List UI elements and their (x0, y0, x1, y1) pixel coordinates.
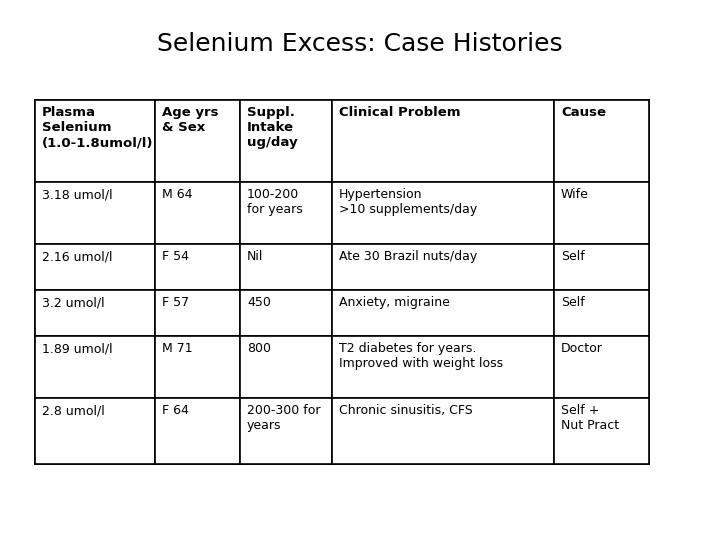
Text: Age yrs
& Sex: Age yrs & Sex (162, 106, 218, 134)
Text: F 54: F 54 (162, 250, 189, 263)
Text: Cause: Cause (561, 106, 606, 119)
Text: Hypertension
>10 supplements/day: Hypertension >10 supplements/day (339, 188, 477, 216)
Text: M 71: M 71 (162, 342, 193, 355)
Text: Self +
Nut Pract: Self + Nut Pract (561, 404, 619, 432)
Bar (554, 182, 649, 244)
Text: F 64: F 64 (162, 404, 189, 417)
Bar (35, 100, 155, 182)
Bar (155, 290, 240, 336)
Bar (554, 244, 649, 290)
Bar (35, 244, 155, 290)
Bar (554, 336, 649, 398)
Bar (35, 100, 649, 464)
Bar (332, 244, 554, 290)
Text: Chronic sinusitis, CFS: Chronic sinusitis, CFS (339, 404, 473, 417)
Text: Selenium Excess: Case Histories: Selenium Excess: Case Histories (157, 32, 563, 56)
Bar (35, 290, 155, 336)
Text: Plasma
Selenium
(1.0-1.8umol/l): Plasma Selenium (1.0-1.8umol/l) (42, 106, 153, 149)
Text: Clinical Problem: Clinical Problem (339, 106, 461, 119)
Bar (240, 182, 332, 244)
Bar (35, 182, 155, 244)
Bar (240, 244, 332, 290)
Text: M 64: M 64 (162, 188, 192, 201)
Bar (554, 100, 649, 182)
Text: Suppl.
Intake
ug/day: Suppl. Intake ug/day (247, 106, 297, 149)
Text: T2 diabetes for years.
Improved with weight loss: T2 diabetes for years. Improved with wei… (339, 342, 503, 370)
Bar (240, 100, 332, 182)
Text: 100-200
for years: 100-200 for years (247, 188, 302, 216)
Text: Self: Self (561, 296, 585, 309)
Bar (240, 398, 332, 464)
Text: 800: 800 (247, 342, 271, 355)
Text: Self: Self (561, 250, 585, 263)
Bar (332, 336, 554, 398)
Bar (332, 398, 554, 464)
Bar (554, 398, 649, 464)
Text: 3.2 umol/l: 3.2 umol/l (42, 296, 104, 309)
Bar (155, 100, 240, 182)
Bar (35, 336, 155, 398)
Text: 3.18 umol/l: 3.18 umol/l (42, 188, 112, 201)
Text: Ate 30 Brazil nuts/day: Ate 30 Brazil nuts/day (339, 250, 477, 263)
Text: Wife: Wife (561, 188, 589, 201)
Bar (240, 290, 332, 336)
Bar (155, 182, 240, 244)
Text: 450: 450 (247, 296, 271, 309)
Bar (332, 182, 554, 244)
Text: 200-300 for
years: 200-300 for years (247, 404, 320, 432)
Text: 1.89 umol/l: 1.89 umol/l (42, 342, 112, 355)
Bar (35, 398, 155, 464)
Text: Nil: Nil (247, 250, 264, 263)
Bar (332, 290, 554, 336)
Text: 2.16 umol/l: 2.16 umol/l (42, 250, 112, 263)
Bar (155, 336, 240, 398)
Bar (155, 398, 240, 464)
Text: Anxiety, migraine: Anxiety, migraine (339, 296, 450, 309)
Bar (155, 244, 240, 290)
Text: F 57: F 57 (162, 296, 189, 309)
Bar (554, 290, 649, 336)
Text: Doctor: Doctor (561, 342, 603, 355)
Bar (240, 336, 332, 398)
Text: 2.8 umol/l: 2.8 umol/l (42, 404, 104, 417)
Bar (332, 100, 554, 182)
